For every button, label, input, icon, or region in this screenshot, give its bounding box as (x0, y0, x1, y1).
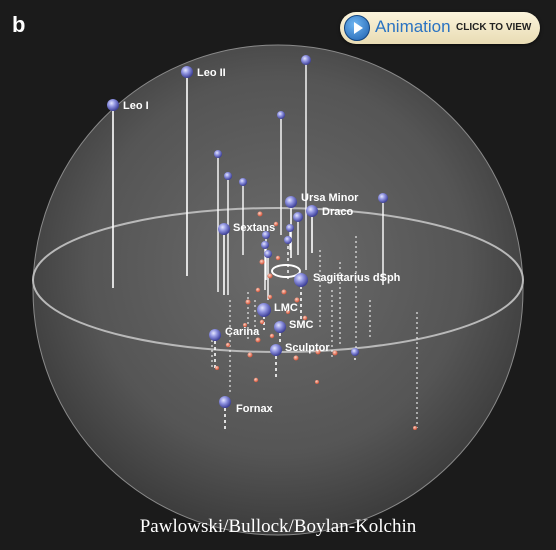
satellite-galaxy-marker (284, 236, 292, 244)
satellite-galaxy-marker (239, 178, 247, 186)
satellite-galaxy-marker (218, 223, 230, 235)
minor-satellite-marker (269, 333, 275, 339)
galaxy-label: Fornax (236, 403, 274, 415)
galaxy-label: Carina (225, 326, 260, 338)
minor-satellite-marker (215, 366, 219, 370)
milky-way-disk-ring (271, 264, 301, 278)
minor-satellite-marker (259, 319, 265, 325)
minor-satellite-marker (315, 380, 319, 384)
satellite-galaxy-marker (257, 303, 271, 317)
satellite-galaxy-marker (274, 321, 286, 333)
satellite-galaxy-marker (214, 150, 222, 158)
satellite-galaxy-marker (277, 111, 285, 119)
animation-button[interactable]: Animation CLICK TO VIEW (340, 12, 540, 44)
satellite-galaxy-marker (301, 55, 311, 65)
minor-satellite-marker (294, 297, 300, 303)
satellite-galaxy-marker (181, 66, 193, 78)
satellite-galaxy-marker (351, 348, 359, 356)
minor-satellite-marker (255, 287, 261, 293)
galaxy-labels: Leo I Leo II Ursa Minor Draco Sextans Sagitta… (123, 67, 401, 415)
minor-satellites (215, 211, 417, 430)
galaxy-label: Sextans (233, 222, 275, 234)
celestial-sphere (32, 44, 524, 536)
minor-satellite-marker (273, 221, 279, 227)
major-satellites (107, 55, 388, 408)
minor-satellite-marker (245, 299, 251, 305)
minor-satellite-marker (275, 255, 281, 261)
minor-satellite-marker (247, 352, 253, 358)
animation-label[interactable]: Animation (375, 17, 451, 36)
minor-satellite-marker (243, 323, 247, 327)
minor-satellite-marker (286, 310, 290, 314)
galaxy-label: Leo II (197, 67, 226, 79)
satellite-galaxy-marker (224, 172, 232, 180)
galaxy-label: LMC (274, 302, 298, 314)
galaxy-label: Sagittarius dSph (313, 272, 401, 284)
satellite-galaxy-marker (293, 212, 303, 222)
minor-satellite-marker (267, 273, 273, 279)
satellite-galaxy-marker (261, 241, 269, 249)
minor-satellite-marker (332, 350, 338, 356)
satellite-galaxy-marker (262, 231, 270, 239)
satellite-galaxy-marker (209, 329, 221, 341)
minor-satellite-marker (281, 289, 287, 295)
minor-satellite-marker (225, 342, 231, 348)
satellite-galaxy-marker (294, 273, 308, 287)
minor-satellite-marker (293, 355, 299, 361)
minor-satellite-marker (259, 259, 265, 265)
satellite-galaxy-marker (286, 224, 294, 232)
galaxy-label: Draco (322, 206, 353, 218)
galaxy-label: Leo I (123, 100, 149, 112)
minor-satellite-marker (267, 294, 273, 300)
click-to-view-label[interactable]: CLICK TO VIEW (456, 22, 532, 33)
satellite-galaxy-marker (306, 205, 318, 217)
minor-satellite-marker (302, 315, 308, 321)
panel-letter: b (12, 12, 26, 37)
galaxy-label: SMC (289, 319, 314, 331)
minor-satellite-marker (255, 337, 261, 343)
drop-lines-dashed (211, 236, 418, 430)
minor-satellite-marker (413, 426, 417, 430)
play-icon[interactable] (344, 15, 370, 41)
galaxy-label: Sculptor (285, 342, 330, 354)
minor-satellite-marker (315, 349, 321, 355)
satellite-galaxy-marker (219, 396, 231, 408)
galaxy-label: Ursa Minor (301, 192, 359, 204)
satellite-galaxy-marker (285, 196, 297, 208)
satellite-galaxy-marker (270, 344, 282, 356)
satellite-galaxy-marker (264, 250, 272, 258)
image-credit: Pawlowski/Bullock/Boylan-Kolchin (139, 516, 417, 537)
minor-satellite-marker (253, 377, 259, 383)
satellite-galaxy-marker (107, 99, 119, 111)
satellite-galaxy-marker (378, 193, 388, 203)
minor-satellite-marker (257, 211, 263, 217)
